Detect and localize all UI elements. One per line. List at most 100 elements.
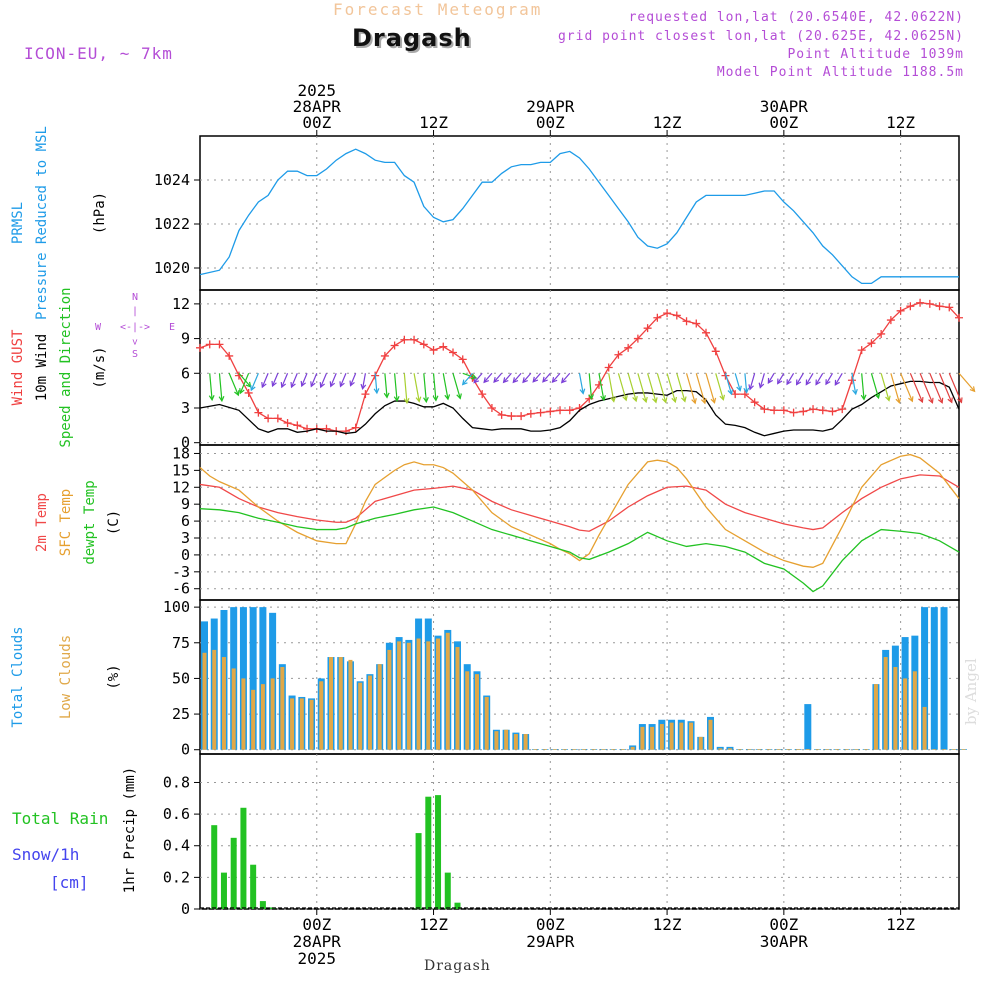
wind-vector <box>909 373 923 403</box>
clouds-bar <box>249 607 257 750</box>
clouds-bar <box>601 749 606 750</box>
wind-vector-head <box>758 382 765 389</box>
clouds-bar <box>436 638 441 750</box>
clouds-bar <box>727 748 732 750</box>
gust-marker <box>215 340 224 349</box>
wind-vector-head <box>218 396 225 403</box>
top-time-label: 30APR <box>760 97 809 116</box>
clouds-bar <box>445 632 450 750</box>
clouds-bar <box>718 748 723 750</box>
gust-marker <box>536 408 545 417</box>
clouds-bar <box>348 659 353 750</box>
clouds-bar <box>893 667 898 750</box>
gust-marker <box>507 412 516 421</box>
gust-marker <box>692 319 701 328</box>
clouds-bar <box>961 749 966 750</box>
clouds-bar <box>387 649 392 750</box>
clouds-bar <box>951 749 956 750</box>
clouds-ytick-label: 0 <box>181 741 190 759</box>
wind-vector <box>608 373 615 402</box>
wind-vector-head <box>947 397 953 404</box>
wind-vector <box>512 372 522 383</box>
bottom-time-label: 12Z <box>419 915 448 934</box>
clouds-bar <box>221 657 226 750</box>
wind-vector <box>617 373 627 401</box>
wind-vector-head <box>239 388 245 395</box>
wind-vector-head <box>852 389 858 396</box>
wind-vector <box>290 373 298 388</box>
gust-marker <box>886 316 895 325</box>
wind-vector <box>413 373 420 402</box>
clouds-bar <box>805 749 810 750</box>
wind-vector-head <box>383 392 390 399</box>
gust-marker <box>458 355 467 364</box>
wind-ytick-label: 6 <box>181 364 190 382</box>
wind-vector <box>238 372 252 388</box>
precip-panel-frame <box>199 753 960 910</box>
wind-vector-head <box>339 381 345 388</box>
wind-vector-head <box>532 376 539 383</box>
wind-vector-head <box>661 397 668 404</box>
clouds-bar <box>786 749 791 750</box>
wind-vector <box>796 372 804 385</box>
clouds-bar <box>835 749 839 750</box>
clouds-bar <box>455 647 460 750</box>
gust-marker <box>896 306 905 315</box>
clouds-bar <box>659 724 664 750</box>
wind-vector-head <box>825 379 831 386</box>
wind-panel-frame <box>199 289 960 446</box>
wind-vector <box>919 373 934 404</box>
compass-east: E <box>169 322 175 333</box>
pressure-panel-frame <box>199 135 960 291</box>
wind-vector-head <box>691 398 697 405</box>
clouds-bar <box>465 671 470 750</box>
precip-bar <box>415 833 422 909</box>
clouds-bar <box>650 726 655 750</box>
pressure-ytick-label: 1022 <box>154 215 190 233</box>
gust-marker <box>955 313 963 322</box>
clouds-bar <box>231 668 236 750</box>
wind-vector <box>777 372 785 384</box>
clouds-bar <box>796 749 801 750</box>
gust-marker <box>935 302 944 311</box>
wind-vector-head <box>874 392 881 400</box>
wind-vector-head <box>502 377 509 384</box>
clouds-bar <box>543 749 548 750</box>
wind-vector-head <box>710 397 717 404</box>
clouds-bar <box>416 638 421 750</box>
temperature-axis-label: (C) <box>106 510 122 535</box>
wind-vector <box>861 373 865 400</box>
wind-vector <box>349 373 357 386</box>
wind-vector <box>744 373 748 393</box>
wind-vector <box>374 373 378 394</box>
gust-marker <box>857 346 866 355</box>
clouds-bar <box>921 607 929 750</box>
wind-vector <box>834 372 843 386</box>
gust-marker <box>526 409 535 418</box>
clouds-bar <box>932 749 937 750</box>
precip-bar <box>444 872 451 909</box>
wind-vector <box>825 372 834 385</box>
top-time-label: 12Z <box>653 113 682 132</box>
wind-vector <box>676 373 686 402</box>
temperature-ytick-label: 6 <box>181 512 190 530</box>
wind-vector <box>880 373 890 401</box>
clouds-bar <box>259 607 267 750</box>
gust-marker <box>906 302 915 311</box>
gust-marker <box>439 342 448 351</box>
gust-marker <box>916 298 925 307</box>
pressure-line <box>199 148 959 285</box>
precip-bar <box>250 864 257 909</box>
wind-vector-head <box>329 381 336 388</box>
gust-marker <box>273 414 282 423</box>
clouds-ytick-label: 50 <box>172 669 190 687</box>
wind-vector <box>239 373 250 394</box>
clouds-bar <box>474 674 479 750</box>
top-time-label: 2025 <box>298 81 337 100</box>
gust-marker <box>799 407 808 416</box>
wind-vector <box>542 372 551 383</box>
precip-bar <box>425 796 432 909</box>
gust-marker <box>254 408 263 417</box>
wind-vector-head <box>393 396 400 403</box>
wind-vector-head <box>319 382 325 389</box>
